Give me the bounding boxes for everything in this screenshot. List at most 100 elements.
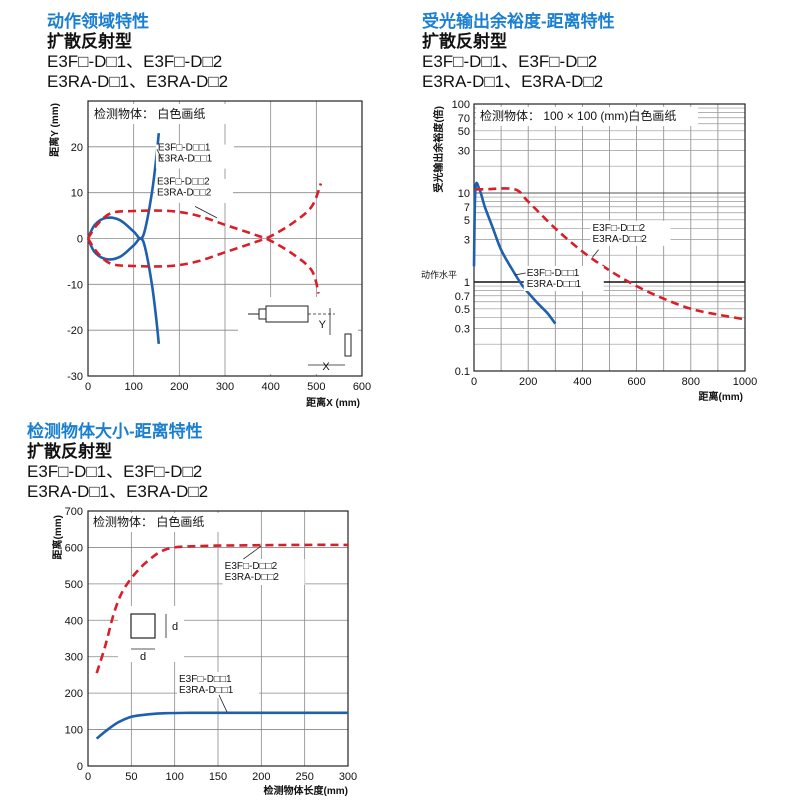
chart1-series-1-line (86, 237, 161, 345)
chart1-series-2-line (86, 183, 323, 268)
chart3-ytick-label: 700 (65, 506, 83, 518)
chart2-ytick-label: 10 (458, 188, 470, 200)
chart3-yaxis-label: 距离(mm) (51, 515, 64, 559)
chart1-xaxis-label: 距离X (mm) (306, 396, 360, 409)
chart2-header: 受光输出余裕度-距离特性 扩散反射型 E3F□-D□1、E3F□-D□2 E3R… (422, 12, 615, 92)
chart1-xtick-label: 500 (307, 381, 325, 393)
chart3-xtick-label: 100 (165, 771, 183, 783)
chart2-ytick-label: 1 (464, 277, 470, 289)
chart1-ytick-label: 10 (71, 188, 83, 200)
chart3-xtick-label: 150 (209, 771, 227, 783)
chart1-ytick-label: -30 (67, 371, 83, 383)
chart1-ytick-label: -10 (67, 279, 83, 291)
chart3-model-line2: E3RA-D□1、E3RA-D□2 (27, 482, 209, 501)
chart2-ytick-label: 0.3 (455, 324, 470, 336)
chart3-plot-frame (87, 510, 349, 767)
chart1-model-line1: E3F□-D□1、E3F□-D□2 (47, 52, 223, 71)
chart3-xtick-label: 0 (85, 771, 91, 783)
chart3-xtick-label: 50 (125, 771, 137, 783)
chart1-series-1-line (86, 132, 161, 240)
chart1-diagram-y-label: Y (319, 319, 327, 331)
chart3-ytick-label: 200 (65, 688, 83, 700)
chart2-ytick-label: 0.7 (455, 291, 470, 303)
chart1-subheading: 扩散反射型 (47, 32, 132, 51)
chart1-ytick-label: -20 (67, 325, 83, 337)
chart2-model-line1: E3F□-D□1、E3F□-D□2 (422, 52, 598, 71)
chart2-ytick-label: 5 (464, 215, 470, 227)
chart3-series-2-label: E3F□-D□□1 E3RA-D□□1 (179, 674, 234, 696)
chart3-ytick-label: 600 (65, 542, 83, 554)
chart1-heading: 动作领域特性 (47, 12, 149, 31)
chart3-diagram-side-label: d (172, 621, 178, 633)
chart1-series-1-leader (156, 148, 163, 161)
chart1-series-2-line (86, 209, 320, 294)
chart1-xtick-label: 600 (353, 381, 371, 393)
chart1-series-2-label-bg (155, 178, 233, 203)
chart2-series-1-line (472, 181, 557, 325)
chart3-note: 检测物体： 白色画纸 (93, 514, 204, 529)
chart3-xtick-label: 300 (339, 771, 357, 783)
chart3-subheading: 扩散反射型 (27, 442, 112, 461)
chart3-ytick-label: 500 (65, 579, 83, 591)
chart1-xtick-label: 400 (261, 381, 279, 393)
chart2-ytick-label: 3 (464, 235, 470, 247)
chart2-series-1-label: E3F□-D□□1 E3RA-D□□1 (527, 268, 582, 290)
chart1-series-1-label-bg (155, 144, 234, 169)
chart1-series-2-leader (194, 206, 218, 219)
chart1-sensor-body-icon (265, 305, 309, 323)
chart1-series-1-label: E3F□-D□□1 E3RA-D□□1 (158, 143, 213, 165)
chart2-model-line2: E3RA-D□1、E3RA-D□2 (422, 72, 604, 91)
chart3-model-line1: E3F□-D□1、E3F□-D□2 (27, 462, 203, 481)
chart2-ytick-label: 100 (452, 99, 470, 111)
chart2-ytick-label: 7 (464, 202, 470, 214)
chart2-note: 检测物体： 100 × 100 (mm)白色画纸 (480, 108, 676, 123)
chart2-ytick-label: 30 (458, 146, 470, 158)
chart3-xtick-label: 250 (295, 771, 313, 783)
chart2-xtick-label: 600 (627, 376, 645, 388)
chart2-yaxis-label: 受光输出余裕度(倍) (432, 106, 445, 193)
chart2-ytick-label: 0.5 (455, 304, 470, 316)
chart1-header: 动作领域特性 扩散反射型 E3F□-D□1、E3F□-D□2 E3RA-D□1、… (47, 12, 228, 92)
chart3-xaxis-label: 检测物体长度(mm) (264, 784, 348, 797)
chart3-ytick-label: 300 (65, 652, 83, 664)
chart2-xtick-label: 1000 (733, 376, 757, 388)
chart1-xtick-label: 0 (85, 381, 91, 393)
chart1-sensor-cap-icon (258, 308, 267, 320)
chart2-series-2-label: E3F□-D□□2 E3RA-D□□2 (593, 223, 648, 245)
chart2-subheading: 扩散反射型 (422, 32, 507, 51)
chart2-series-1-leader (514, 272, 526, 276)
chart2-series-1-label-bg (523, 265, 604, 291)
chart3-series-2-label-bg (177, 671, 259, 698)
chart1-diagram-x-label: X (322, 361, 330, 373)
chart3-ytick-label: 400 (65, 615, 83, 627)
chart3-series-1-label-bg (222, 559, 305, 585)
chart3-heading: 检测物体大小-距离特性 (27, 422, 203, 441)
chart1-target-icon (344, 333, 352, 357)
chart3-xtick-label: 200 (252, 771, 270, 783)
chart3-diagram-bottom-label: d (140, 651, 146, 663)
chart1-note-bg (90, 104, 250, 124)
chart1-model-line2: E3RA-D□1、E3RA-D□2 (47, 72, 229, 91)
chart3-note-bg (90, 513, 230, 532)
chart2-series-2-label-bg (590, 220, 671, 246)
chart2-xtick-label: 200 (519, 376, 537, 388)
chart2-series-2-leader (592, 249, 599, 258)
chart2-xtick-label: 0 (471, 376, 477, 388)
chart1-series-2-label: E3F□-D□□2 E3RA-D□□2 (157, 176, 212, 198)
chart2-xtick-label: 400 (573, 376, 591, 388)
chart1-sensor-diagram (238, 297, 358, 374)
chart2-ytick-label: 0.1 (455, 366, 470, 378)
chart2-xaxis-label: 距离(mm) (699, 390, 743, 403)
chart1-xtick-label: 300 (216, 381, 234, 393)
chart2-operating-level-label: 动作水平 (421, 269, 457, 280)
chart2-ytick-label: 50 (458, 126, 470, 138)
chart3-object-diagram (118, 606, 184, 662)
chart1-ytick-label: 0 (77, 234, 83, 246)
chart2-ytick-label: 70 (458, 113, 470, 125)
chart3-ytick-label: 100 (65, 725, 83, 737)
chart1-xtick-label: 100 (124, 381, 142, 393)
chart2-xtick-label: 800 (682, 376, 700, 388)
chart2-note-bg (476, 107, 698, 126)
chart3-series-2-line (95, 711, 348, 740)
